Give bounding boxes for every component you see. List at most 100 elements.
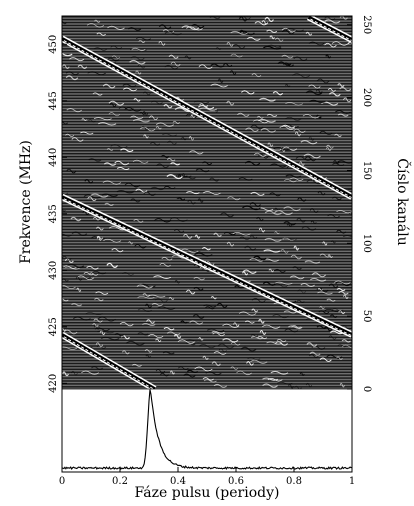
channel-stripe bbox=[62, 173, 352, 175]
channel-stripe bbox=[62, 135, 352, 137]
noise-blob bbox=[324, 16, 336, 21]
noise-blob bbox=[155, 122, 175, 127]
noise-blob bbox=[185, 339, 203, 343]
noise-blob bbox=[293, 56, 308, 61]
noise-blob bbox=[177, 174, 184, 179]
noise-blob bbox=[62, 233, 72, 237]
noise-blob bbox=[247, 357, 261, 361]
noise-blob bbox=[236, 370, 252, 376]
noise-blob bbox=[234, 285, 244, 289]
channel-stripe bbox=[62, 383, 352, 385]
channel-stripe bbox=[62, 275, 352, 277]
noise-blob bbox=[244, 320, 255, 324]
noise-blob bbox=[93, 216, 100, 221]
channel-tick-label: 100 bbox=[361, 234, 372, 253]
noise-blob bbox=[337, 83, 345, 88]
channel-stripe bbox=[62, 301, 352, 304]
noise-blob bbox=[211, 330, 225, 334]
noise-blob bbox=[319, 253, 331, 258]
channel-stripe bbox=[62, 24, 352, 27]
channel-stripe bbox=[62, 359, 352, 362]
noise-blob bbox=[285, 116, 302, 121]
noise-blob bbox=[339, 86, 352, 92]
noise-blob bbox=[119, 321, 134, 327]
channel-stripe bbox=[62, 214, 352, 216]
channel-stripe bbox=[62, 339, 352, 341]
channel-stripe bbox=[62, 202, 352, 204]
noise-blob bbox=[230, 366, 239, 371]
noise-blob bbox=[137, 332, 149, 336]
noise-blob bbox=[250, 191, 265, 196]
noise-blob bbox=[262, 377, 279, 381]
noise-blob bbox=[213, 351, 227, 355]
noise-blob bbox=[143, 134, 149, 139]
noise-blob bbox=[133, 218, 144, 223]
noise-blob bbox=[80, 131, 94, 135]
noise-blob bbox=[254, 21, 268, 26]
noise-blob bbox=[183, 233, 193, 239]
channel-stripe bbox=[62, 342, 352, 344]
noise-blob bbox=[250, 334, 259, 337]
noise-blob bbox=[170, 61, 181, 67]
channel-stripe bbox=[62, 187, 352, 190]
noise-blob bbox=[284, 178, 297, 183]
noise-blob bbox=[267, 142, 274, 147]
noise-blob bbox=[101, 193, 118, 197]
noise-blob bbox=[116, 190, 135, 194]
noise-blob bbox=[181, 25, 200, 31]
channel-stripe bbox=[62, 126, 352, 129]
noise-blob bbox=[288, 325, 302, 329]
noise-blob bbox=[88, 119, 96, 123]
noise-blob bbox=[317, 190, 326, 196]
noise-blob bbox=[246, 361, 254, 366]
noise-blob bbox=[142, 110, 149, 116]
channel-stripe bbox=[62, 65, 352, 67]
noise-blob bbox=[297, 197, 307, 202]
noise-blob bbox=[153, 275, 172, 280]
noise-blob bbox=[160, 372, 169, 377]
noise-blob bbox=[216, 302, 228, 308]
channel-stripe bbox=[62, 62, 352, 65]
noise-blob bbox=[302, 114, 320, 119]
channel-tick-label: 50 bbox=[361, 310, 372, 323]
noise-blob bbox=[239, 16, 251, 20]
noise-blob bbox=[341, 344, 352, 349]
noise-blob bbox=[139, 111, 146, 115]
noise-blob bbox=[86, 265, 99, 270]
noise-blob bbox=[285, 102, 303, 106]
noise-blob bbox=[107, 57, 120, 62]
pulse-track bbox=[62, 37, 352, 199]
noise-blob bbox=[266, 113, 278, 117]
noise-blob bbox=[94, 19, 101, 24]
noise-blob bbox=[229, 70, 237, 75]
channel-stripe bbox=[62, 316, 352, 318]
noise-blob bbox=[309, 277, 327, 282]
noise-blob bbox=[66, 263, 85, 269]
noise-blob bbox=[131, 363, 142, 367]
noise-blob bbox=[326, 144, 334, 149]
noise-blob bbox=[163, 327, 175, 331]
noise-blob bbox=[272, 314, 289, 319]
noise-blob bbox=[161, 256, 173, 261]
noise-blob bbox=[109, 102, 117, 108]
noise-blob bbox=[253, 255, 267, 261]
channel-stripe bbox=[62, 228, 352, 231]
noise-blob bbox=[162, 351, 175, 355]
channel-stripe bbox=[62, 27, 352, 30]
noise-blob bbox=[81, 118, 87, 121]
channel-stripe bbox=[62, 112, 352, 114]
noise-blob bbox=[309, 208, 319, 213]
channel-tick-label: 0 bbox=[361, 386, 372, 392]
noise-blob bbox=[336, 356, 343, 360]
noise-blob bbox=[168, 54, 179, 59]
noise-blob bbox=[136, 37, 151, 41]
noise-blob bbox=[335, 281, 352, 287]
noise-blob bbox=[285, 28, 304, 32]
noise-blob bbox=[203, 304, 217, 308]
channel-stripe bbox=[62, 123, 352, 126]
noise-blob bbox=[327, 88, 336, 92]
noise-blob bbox=[116, 166, 130, 171]
channel-stripe bbox=[62, 237, 352, 239]
noise-blob bbox=[190, 114, 196, 119]
noise-blob bbox=[232, 232, 251, 236]
